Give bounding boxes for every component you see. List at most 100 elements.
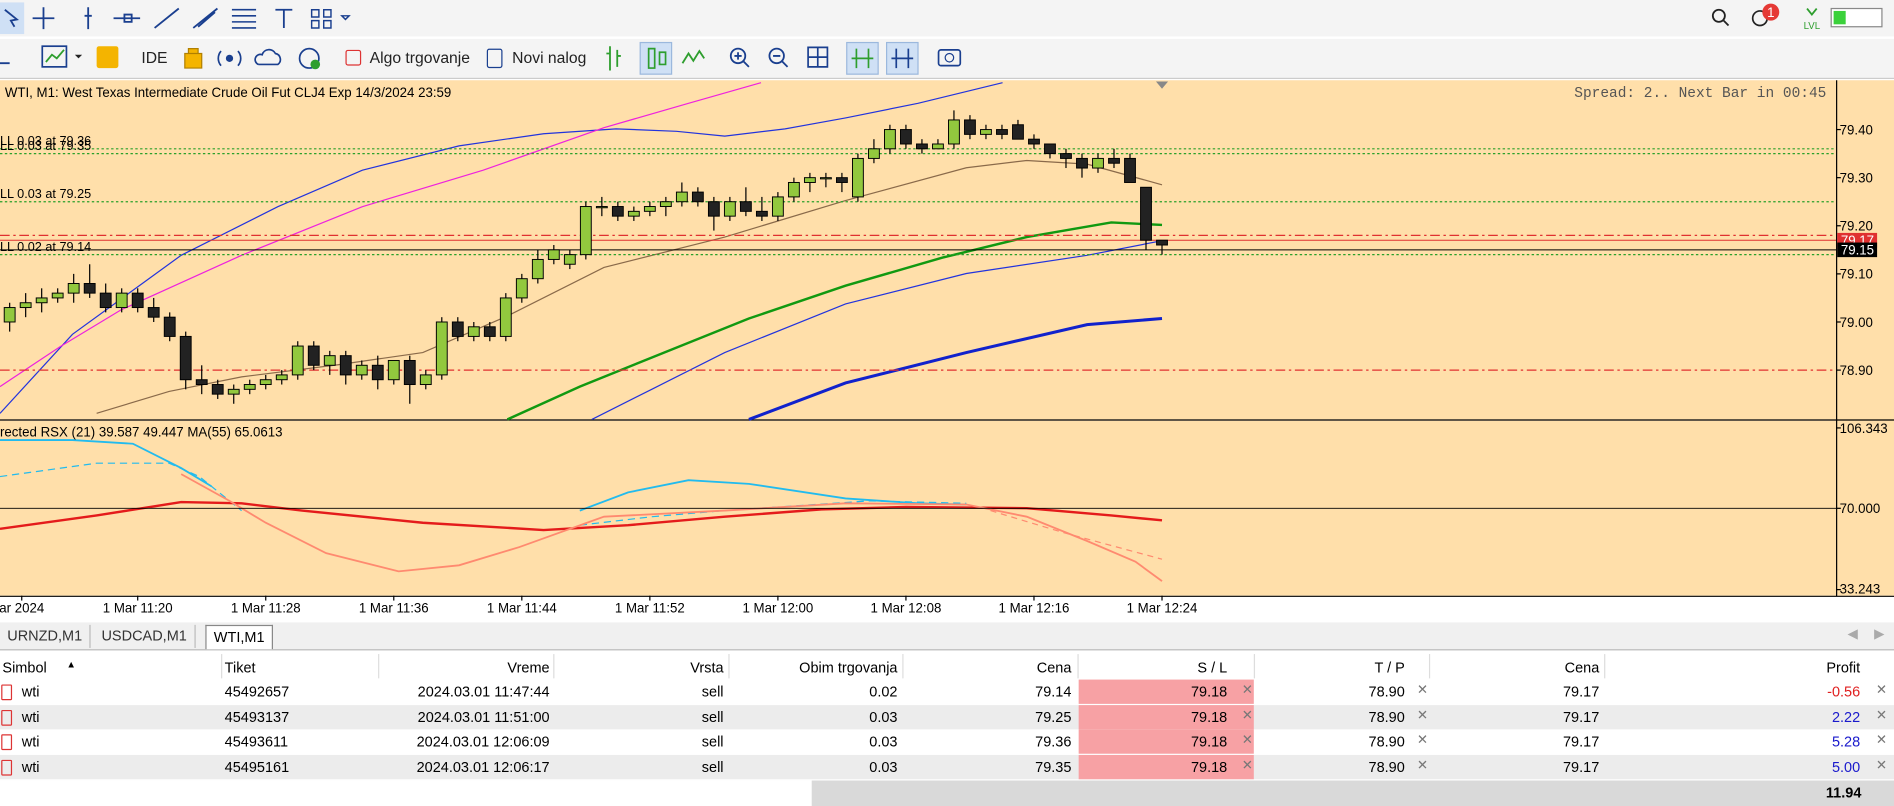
close-icon[interactable]: ✕ [1875,733,1888,748]
new-order-button[interactable]: Novi nalog [512,48,587,67]
channel-tool[interactable] [192,7,218,29]
candle-body [515,278,528,299]
ide-button[interactable]: IDE [141,48,168,67]
candle-body [163,316,176,337]
close-icon[interactable]: ✕ [1875,683,1888,698]
chart-tab[interactable]: WTI,M1 [205,624,273,650]
candle-body [1076,157,1088,169]
candle-body [932,143,944,150]
close-icon[interactable]: ✕ [1416,708,1429,723]
candle-body [451,321,464,337]
algo-market-icon[interactable] [184,48,203,69]
candle-body [1124,157,1136,183]
position-cell: 0.03 [869,708,898,726]
hline-tool[interactable] [113,13,141,23]
row-icon [1,709,13,726]
candle-chart-button[interactable] [639,41,673,75]
sl-cell-bg [1078,704,1254,729]
close-icon[interactable]: ✕ [1241,758,1253,773]
close-icon[interactable]: ✕ [1875,758,1888,773]
close-icon[interactable]: ✕ [1241,733,1253,748]
y-tick-label: 78.90 [1840,363,1873,378]
position-cell: 0.03 [869,733,898,751]
screenshot-button[interactable] [937,48,962,67]
close-icon[interactable]: ✕ [1875,708,1888,723]
signals-icon[interactable] [225,54,234,63]
close-icon[interactable]: ✕ [1241,683,1253,698]
position-row[interactable] [0,679,1894,704]
candle-body [980,129,992,135]
price-label-box [1837,242,1878,258]
ma-blue [748,316,1163,421]
position-row[interactable] [0,729,1894,754]
fibo-tool[interactable] [231,8,257,29]
trendline-tool[interactable] [154,7,180,29]
candle-body [307,345,320,366]
bar-chart-button[interactable] [606,46,621,71]
candle-body [1156,239,1168,246]
position-cell: sell [701,708,724,726]
position-cell: 2024.03.01 11:47:44 [417,683,550,701]
algo-trading-button[interactable]: Algo trgovanje [369,48,471,67]
position-row[interactable] [0,704,1894,729]
line-chart-button[interactable] [681,49,705,64]
row-icon [1,759,13,776]
close-icon[interactable]: ✕ [1416,758,1429,773]
candle-body [835,177,848,183]
order-level-label: LL 0.03 at 79.25 [0,186,91,201]
zoom-out-icon [773,55,789,68]
close-icon[interactable]: ✕ [1416,733,1429,748]
zoom-in-button[interactable] [729,47,747,65]
column-header: Vreme [507,658,550,676]
symbol-info: WTI, M1: West Texas Intermediate Crude O… [5,85,451,100]
candle-body [435,321,448,376]
cursor-tool[interactable] [0,2,25,35]
candle-body [643,206,656,212]
y-tick-label: 79.30 [1840,170,1873,185]
status-label: LVL [1804,21,1821,32]
candle-body [83,283,96,294]
close-icon[interactable]: ✕ [1241,708,1253,723]
candle-body [99,292,112,309]
candle-body [467,326,480,337]
charts-icon[interactable] [41,45,68,68]
vps-icon[interactable] [254,48,282,66]
tile-button[interactable] [807,46,829,68]
rsx-line [0,439,212,488]
vline-tool[interactable] [84,7,92,30]
dropdown-arrow[interactable] [74,54,83,59]
candle-body [1108,157,1120,164]
upper-band [0,82,1003,414]
time-label: 1 Mar 12:00 [742,601,813,616]
position-cell: 2024.03.01 12:06:09 [416,733,550,751]
positions-table: Simbol Tiket Vreme Vrsta Obim trgovanja Cena S… [0,654,1894,780]
text-tool[interactable] [275,8,293,28]
chart-tab[interactable]: URNZD,M1 [0,624,91,648]
column-separator [1253,654,1256,679]
tab-scroll-right[interactable]: ▶ [1874,627,1885,642]
indicator-lines [0,82,1163,582]
shapes-tool[interactable] [310,8,351,29]
web-icon[interactable] [298,47,320,69]
zoom-out-button[interactable] [768,47,785,65]
position-cell: 2.22 [1831,708,1861,726]
candle-body [131,292,144,309]
market-icon[interactable] [96,46,119,69]
crosshair-tool[interactable] [32,7,55,30]
close-icon[interactable]: ✕ [1416,683,1429,698]
candle-body [227,388,240,395]
column-separator [1428,654,1431,679]
position-row[interactable] [0,754,1894,780]
time-label: 1 Mar 11:20 [103,601,173,616]
status-icons: 1 LVL [1711,3,1883,32]
search-icon[interactable] [1711,8,1726,23]
time-label: ar 2024 [0,601,45,616]
rsx-smooth-signal [990,510,1163,560]
chart-tab[interactable]: USDCAD,M1 [94,624,196,648]
candle-body [355,364,368,376]
column-header: Vrsta [690,658,724,676]
tab-scroll-left[interactable]: ◀ [1847,627,1858,642]
candle-body [499,297,512,337]
candle-body [611,206,624,217]
position-cell: 45495161 [224,758,290,776]
